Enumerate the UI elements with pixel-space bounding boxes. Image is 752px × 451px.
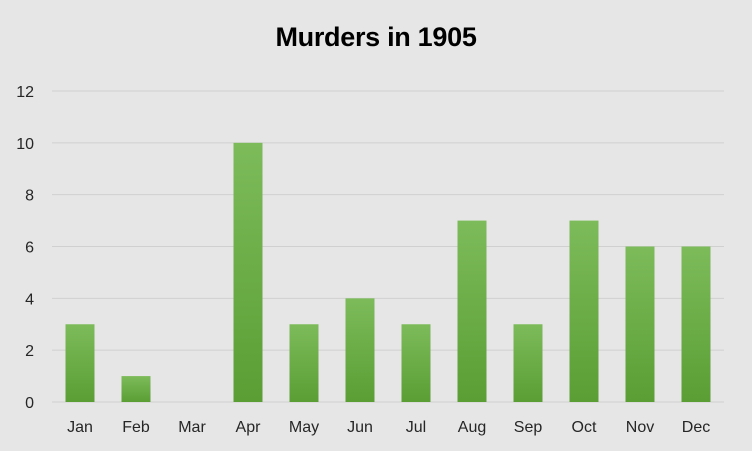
- bar-nov: [625, 246, 655, 402]
- y-tick-label: 12: [16, 84, 34, 101]
- bars: [65, 142, 711, 403]
- bar-aug: [457, 220, 487, 402]
- x-tick-label: Apr: [236, 419, 262, 436]
- y-tick-label: 4: [25, 291, 34, 308]
- bar-jan: [65, 324, 95, 402]
- bar-jun: [345, 298, 375, 402]
- x-tick-label: Oct: [572, 419, 597, 436]
- bar-feb: [121, 376, 151, 402]
- gridlines: [52, 90, 724, 403]
- y-axis-ticks: 0 2 4 6 8 10 12: [16, 84, 34, 412]
- x-tick-label: Jul: [406, 419, 426, 436]
- y-tick-label: 2: [25, 343, 34, 360]
- x-tick-label: Mar: [178, 419, 206, 436]
- y-tick-label: 10: [16, 136, 34, 153]
- x-tick-label: Jan: [67, 419, 93, 436]
- bar-jul: [401, 324, 431, 402]
- x-tick-label: Jun: [347, 419, 373, 436]
- x-tick-label: Nov: [626, 419, 654, 436]
- bar-oct: [569, 220, 599, 402]
- bar-may: [289, 324, 319, 402]
- y-tick-label: 8: [25, 188, 34, 205]
- y-tick-label: 6: [25, 240, 34, 257]
- x-tick-label: Sep: [514, 419, 543, 436]
- x-tick-label: Aug: [458, 419, 486, 436]
- bar-sep: [513, 324, 543, 402]
- bar-dec: [681, 246, 711, 402]
- y-tick-label: 0: [25, 395, 34, 412]
- x-axis-ticks: Jan Feb Mar Apr May Jun Jul Aug Sep Oct Nov Dec: [67, 419, 710, 436]
- x-tick-label: Dec: [682, 419, 710, 436]
- chart-title: Murders in 1905: [275, 22, 477, 52]
- x-tick-label: Feb: [122, 419, 150, 436]
- bar-apr: [233, 142, 263, 403]
- x-tick-label: May: [289, 419, 319, 436]
